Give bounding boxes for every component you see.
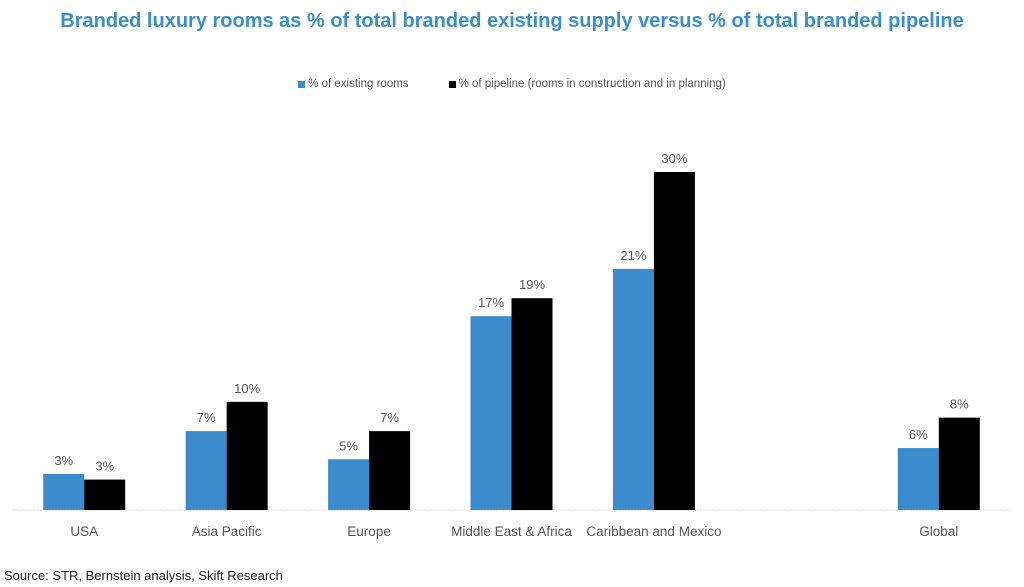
bar-existing bbox=[43, 473, 85, 510]
bar-existing bbox=[470, 316, 512, 510]
x-tick-label: Middle East & Africa bbox=[451, 524, 572, 539]
data-label: 3% bbox=[54, 453, 73, 468]
chart-title: Branded luxury rooms as % of total brand… bbox=[60, 10, 964, 32]
bar-pipeline bbox=[511, 298, 553, 510]
data-label: 7% bbox=[380, 410, 399, 425]
data-label: 5% bbox=[339, 438, 358, 453]
data-label: 30% bbox=[661, 151, 687, 166]
legend-swatch-existing bbox=[298, 80, 306, 88]
data-label: 6% bbox=[909, 427, 928, 442]
legend-item-existing: % of existing rooms bbox=[298, 78, 409, 90]
legend-label-pipeline: % of pipeline (rooms in construction and… bbox=[458, 78, 726, 90]
data-label: 10% bbox=[234, 381, 260, 396]
data-label: 3% bbox=[95, 459, 114, 474]
x-tick-label: Global bbox=[919, 524, 958, 539]
bar-existing bbox=[185, 431, 227, 510]
data-label: 17% bbox=[478, 295, 504, 310]
bar-pipeline bbox=[84, 479, 126, 510]
source-note: Source: STR, Bernstein analysis, Skift R… bbox=[4, 568, 283, 583]
data-label: 7% bbox=[197, 410, 216, 425]
x-tick-label: Asia Pacific bbox=[192, 524, 262, 539]
legend-item-pipeline: % of pipeline (rooms in construction and… bbox=[448, 78, 726, 90]
data-label: 8% bbox=[950, 397, 969, 412]
x-tick-label: Europe bbox=[347, 524, 391, 539]
bar-existing bbox=[612, 268, 654, 510]
x-tick-label: Caribbean and Mexico bbox=[586, 524, 721, 539]
bar-pipeline bbox=[653, 172, 695, 510]
data-label: 19% bbox=[519, 277, 545, 292]
bar-existing bbox=[328, 459, 370, 510]
data-label: 21% bbox=[620, 248, 646, 263]
legend-swatch-pipeline bbox=[448, 80, 456, 88]
bar-pipeline bbox=[938, 417, 980, 510]
legend: % of existing rooms % of pipeline (rooms… bbox=[0, 78, 1024, 90]
bar-existing bbox=[897, 448, 939, 510]
bar-pipeline bbox=[226, 401, 268, 510]
legend-label-existing: % of existing rooms bbox=[308, 78, 409, 90]
bar-pipeline bbox=[369, 431, 411, 510]
x-tick-label: USA bbox=[70, 524, 98, 539]
